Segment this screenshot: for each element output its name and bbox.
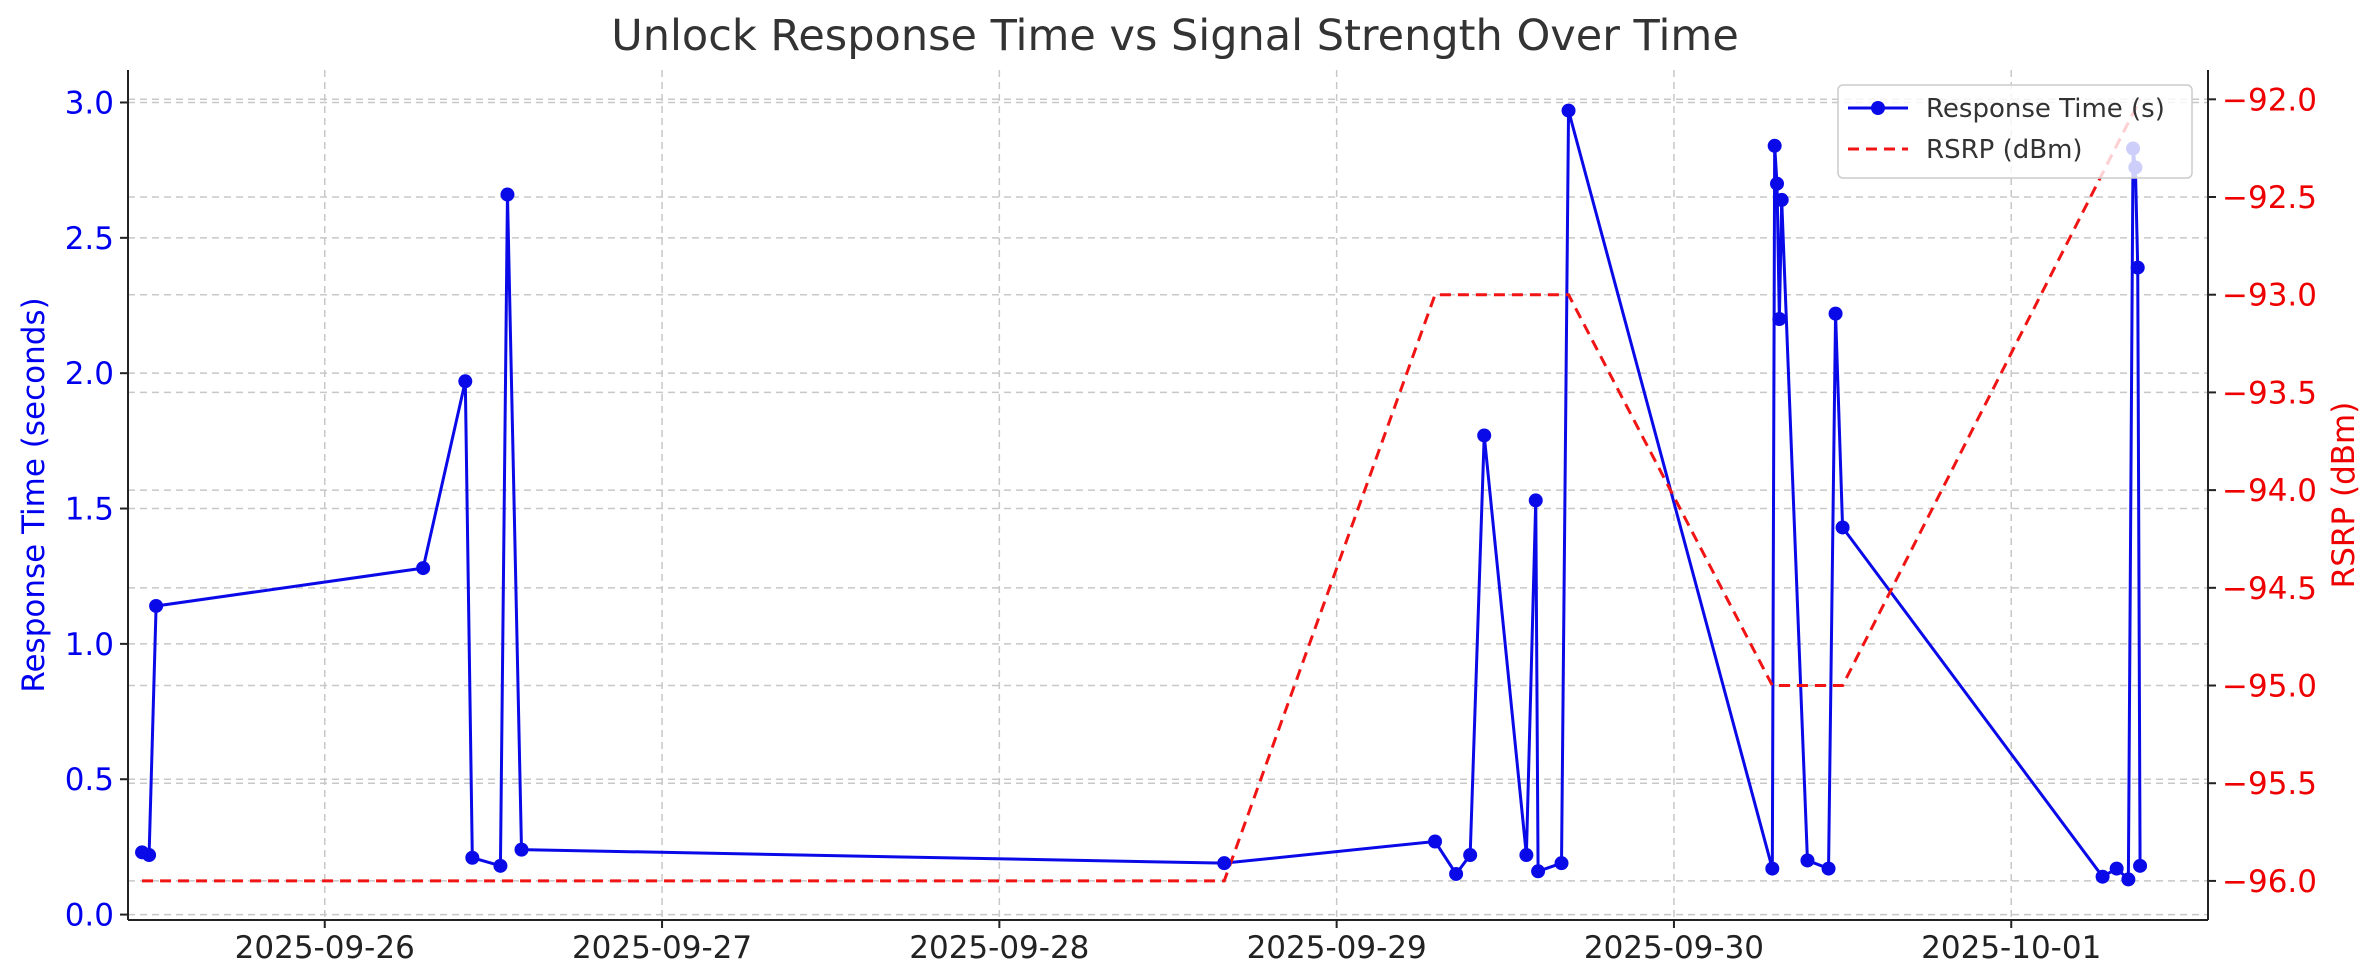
y-axis-label-left: Response Time (seconds) (16, 297, 52, 692)
data-point-response-19 (1765, 861, 1780, 876)
y-left-tick-label-3: 1.5 (65, 492, 114, 528)
data-point-response-11 (1449, 866, 1464, 881)
series-line-rsrp (142, 98, 2142, 883)
series-layer (135, 98, 2148, 887)
data-point-response-34 (2133, 858, 2148, 873)
data-point-response-29 (2109, 861, 2124, 876)
y-left-tick-label-0: 0.0 (65, 898, 114, 934)
y-right-tick-label-1: −92.5 (2222, 180, 2317, 216)
y-left-tick-label-6: 3.0 (65, 85, 114, 121)
x-tick-label-4: 2025-09-30 (1584, 930, 1764, 966)
data-point-response-4 (458, 374, 473, 389)
y-right-tick-label-8: −96.0 (2222, 864, 2317, 900)
y-left-tick-label-4: 2.0 (65, 356, 114, 392)
y-right-tick-label-3: −93.5 (2222, 375, 2317, 411)
ticks-layer: 2025-09-26 2025-09-27 2025-09-28 2025-09-29… (65, 82, 2317, 966)
y-right-tick-label-2: −93.0 (2222, 278, 2317, 314)
data-point-response-26 (1828, 306, 1843, 321)
data-point-response-18 (1561, 103, 1576, 118)
legend-box (1837, 84, 2193, 179)
data-point-response-16 (1531, 864, 1546, 879)
legend-label-response: Response Time (s) (1926, 94, 2165, 124)
data-point-response-33 (2130, 260, 2145, 275)
x-tick-label-0: 2025-09-26 (235, 930, 415, 966)
data-point-response-25 (1821, 861, 1836, 876)
data-point-response-30 (2121, 872, 2136, 887)
data-point-response-1 (142, 848, 157, 863)
data-point-response-13 (1477, 428, 1492, 443)
x-tick-label-1: 2025-09-27 (572, 930, 752, 966)
data-point-response-23 (1774, 192, 1789, 207)
data-point-response-17 (1554, 856, 1569, 871)
y-right-tick-label-5: −94.5 (2222, 571, 2317, 607)
y-right-tick-label-0: −92.0 (2222, 82, 2317, 118)
data-point-response-6 (493, 858, 508, 873)
y-left-tick-label-2: 1.0 (65, 627, 114, 663)
data-point-response-21 (1770, 176, 1785, 191)
x-tick-label-5: 2025-10-01 (1921, 930, 2101, 966)
series-line-response-time (141, 109, 2142, 881)
legend-marker-response (1871, 101, 1885, 115)
data-point-response-7 (500, 187, 515, 202)
data-point-response-3 (416, 561, 431, 576)
chart-title: Unlock Response Time vs Signal Strength … (611, 11, 1739, 61)
data-point-response-24 (1800, 853, 1815, 868)
data-point-response-14 (1519, 848, 1534, 863)
x-tick-label-2: 2025-09-28 (909, 930, 1089, 966)
data-point-response-20 (1767, 138, 1782, 153)
data-point-response-2 (149, 598, 164, 613)
data-point-response-22 (1772, 312, 1787, 327)
y-left-tick-label-5: 2.5 (65, 221, 114, 257)
data-point-response-5 (465, 850, 480, 865)
data-point-response-9 (1217, 856, 1232, 871)
data-point-response-27 (1835, 520, 1850, 535)
legend: Response Time (s) RSRP (dBm) (1837, 84, 2193, 179)
data-point-response-28 (2095, 869, 2110, 884)
y-right-tick-label-6: −95.0 (2222, 669, 2317, 705)
x-tick-label-3: 2025-09-29 (1247, 930, 1427, 966)
data-point-response-10 (1428, 834, 1443, 849)
data-point-response-15 (1528, 493, 1543, 508)
legend-label-rsrp: RSRP (dBm) (1926, 135, 2083, 165)
y-axis-label-right: RSRP (dBm) (2326, 402, 2362, 589)
y-right-tick-label-7: −95.5 (2222, 766, 2317, 802)
y-left-tick-label-1: 0.5 (65, 762, 114, 798)
data-point-response-12 (1463, 848, 1478, 863)
y-right-tick-label-4: −94.0 (2222, 473, 2317, 509)
data-point-response-8 (514, 842, 529, 857)
